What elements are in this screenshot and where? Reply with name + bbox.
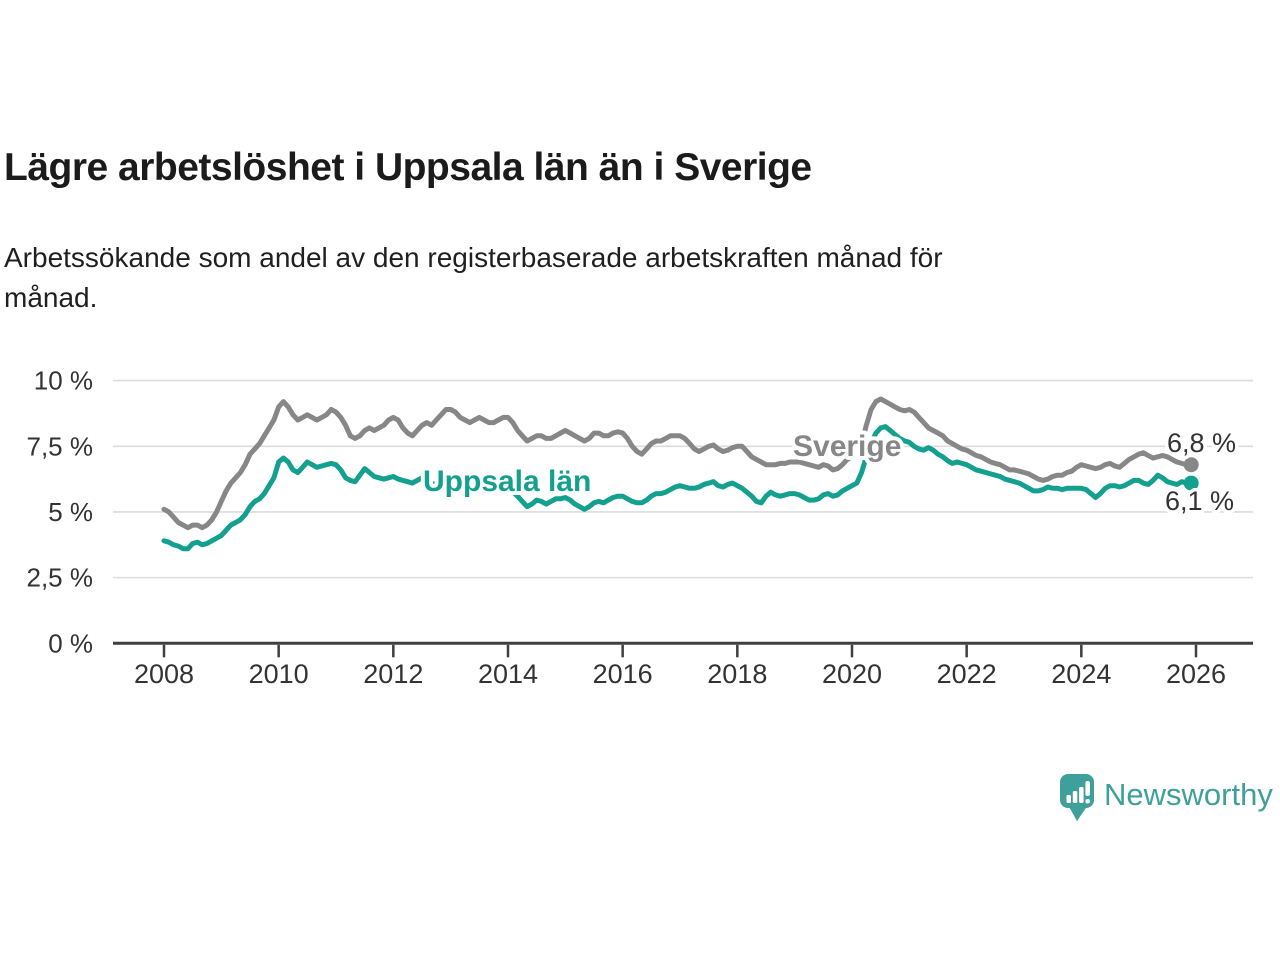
y-axis-tick-label: 7,5 % [27, 431, 94, 461]
end-label-uppsala: 6,1 % [1165, 486, 1234, 516]
end-dot-sverige [1183, 457, 1199, 473]
end-dot-uppsala-län [1183, 475, 1199, 491]
end-label-sverige: 6,8 % [1167, 428, 1236, 458]
gridlines [113, 379, 1253, 579]
x-axis-tick-label: 2008 [134, 659, 194, 689]
x-axis-tick-label: 2022 [937, 659, 997, 689]
x-axis-tick-label: 2026 [1166, 659, 1226, 689]
newsworthy-wordmark: Newsworthy [1104, 777, 1273, 812]
y-axis-tick-label: 5 % [48, 497, 93, 527]
line-uppsala-län [161, 424, 1194, 552]
x-axis-tick-label: 2016 [593, 659, 653, 689]
chart-subtitle-line-2: månad. [4, 282, 98, 313]
y-axis-labels: 0 % 2,5 % 5 % 7,5 % 10 % [27, 366, 94, 659]
x-axis-tick-label: 2020 [822, 659, 882, 689]
x-axis-tick-label: 2010 [249, 659, 309, 689]
series-label-uppsala: Uppsala län [423, 465, 591, 498]
y-axis-tick-label: 0 % [48, 628, 93, 658]
series-end-dots [1183, 457, 1199, 491]
x-axis-tick-label: 2018 [707, 659, 767, 689]
series-label-sverige: Sverige [793, 430, 901, 463]
logo-bubble-tail [1068, 805, 1088, 821]
series-lines [161, 396, 1194, 552]
chart-title: Lägre arbetslöshet i Uppsala län än i Sv… [4, 146, 812, 189]
chart-subtitle: Arbetssökande som andel av den registerb… [4, 238, 1224, 318]
y-axis-tick-label: 10 % [34, 366, 93, 396]
bar-chart-exclamation-icon [1066, 781, 1090, 804]
x-axis-tick-label: 2014 [478, 659, 538, 689]
x-axis: 2008 2010 2012 2014 2016 2018 2020 2022 2024 2026 [113, 641, 1253, 689]
chart-subtitle-line-1: Arbetssökande som andel av den registerb… [4, 242, 943, 273]
x-axis-tick-label: 2024 [1051, 659, 1111, 689]
line-sverige [161, 396, 1194, 531]
x-axis-tick-label: 2012 [363, 659, 423, 689]
y-axis-tick-label: 2,5 % [27, 563, 94, 593]
newsworthy-logo: Newsworthy [1060, 774, 1273, 821]
